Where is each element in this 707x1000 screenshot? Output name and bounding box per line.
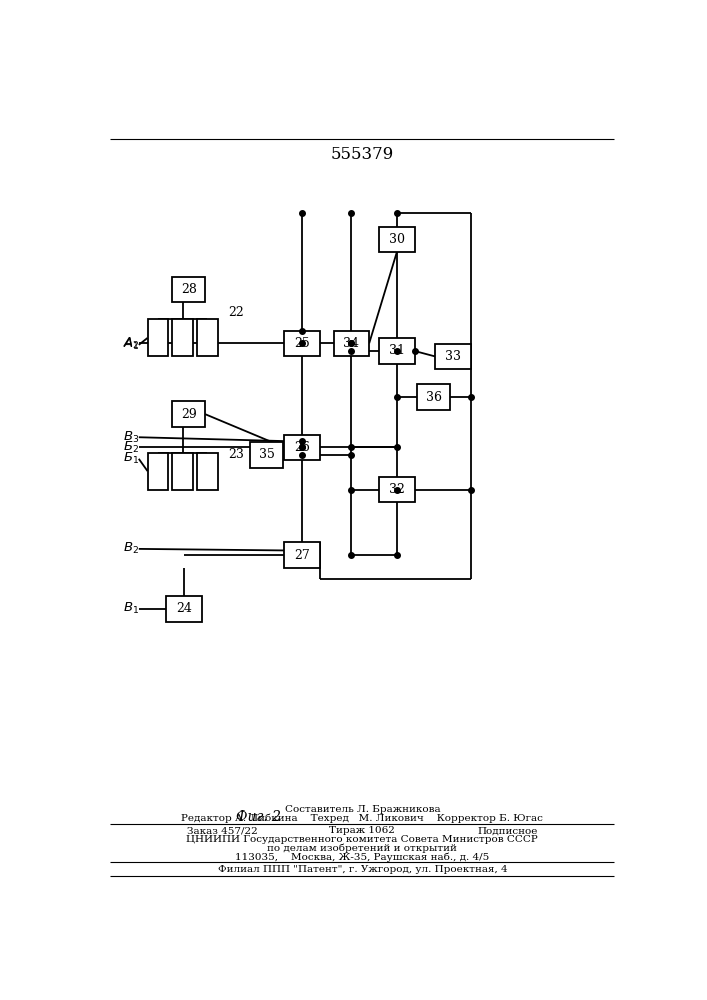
Text: $Б_2$: $Б_2$ [123,440,139,455]
Text: $B_3$: $B_3$ [123,430,139,445]
Bar [197,319,218,356]
Text: 22: 22 [228,306,244,319]
Text: по делам изобретений и открытий: по делам изобретений и открытий [267,844,457,853]
Text: Филиал ППП "Патент", г. Ужгород, ул. Проектная, 4: Филиал ППП "Патент", г. Ужгород, ул. Про… [218,865,507,874]
Text: Подписное: Подписное [477,826,538,835]
Bar [173,277,205,302]
Bar [417,384,450,410]
Text: 30: 30 [389,233,405,246]
Text: Заказ 457/22: Заказ 457/22 [187,826,258,835]
Text: 36: 36 [426,391,442,404]
Bar [334,331,369,356]
Bar [284,542,320,568]
Bar [379,477,415,502]
Bar [166,596,202,622]
Text: 28: 28 [181,283,197,296]
Text: 31: 31 [389,344,405,358]
Text: 34: 34 [344,337,359,350]
Text: 25: 25 [294,337,310,350]
Bar [379,227,415,252]
Bar [173,401,205,427]
Bar [435,344,471,369]
Bar [197,453,218,490]
Bar [284,435,320,460]
Text: Фиг. 2: Фиг. 2 [235,810,281,824]
Text: $B_2$: $B_2$ [123,541,139,556]
Text: $A_2$: $A_2$ [123,336,139,351]
Text: $B_1$: $B_1$ [123,601,139,616]
Text: Тираж 1062: Тираж 1062 [329,826,395,835]
Text: 113035,    Москва, Ж-35, Раушская наб., д. 4/5: 113035, Москва, Ж-35, Раушская наб., д. … [235,852,489,862]
Text: $A_1$: $A_1$ [123,337,140,352]
Bar [148,453,168,490]
Bar [148,319,168,356]
Bar [250,442,283,468]
Text: ЦНИИПИ Государственного комитета Совета Министров СССР: ЦНИИПИ Государственного комитета Совета … [187,835,538,844]
Bar [379,338,415,364]
Text: 35: 35 [259,448,274,461]
Text: 32: 32 [389,483,405,496]
Text: 555379: 555379 [331,146,394,163]
Text: 33: 33 [445,350,461,363]
Text: Редактор А. Либкина    Техред   М. Ликович    Корректор Б. Югас: Редактор А. Либкина Техред М. Ликович Ко… [182,814,543,823]
Bar [284,331,320,356]
Text: 24: 24 [176,602,192,615]
Text: 23: 23 [228,448,244,461]
Text: 27: 27 [294,549,310,562]
Text: $Б_1$: $Б_1$ [123,451,139,466]
Bar [173,319,193,356]
Text: 29: 29 [181,408,197,421]
Text: Составитель Л. Бражникова: Составитель Л. Бражникова [284,805,440,814]
Text: 26: 26 [294,441,310,454]
Bar [173,453,193,490]
